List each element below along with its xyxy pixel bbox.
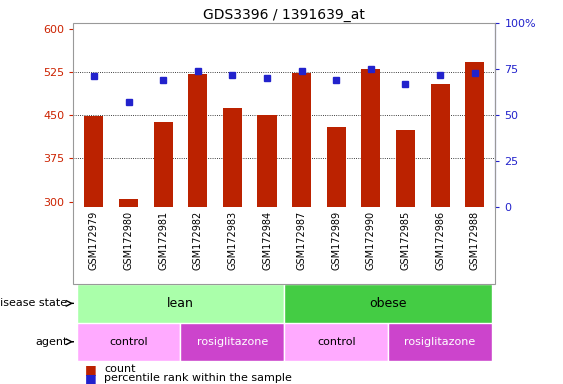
Bar — [431, 84, 450, 207]
Bar — [77, 323, 181, 361]
Bar — [388, 323, 492, 361]
Bar — [396, 129, 415, 207]
Bar — [119, 199, 138, 207]
Bar — [223, 108, 242, 207]
Text: GSM172984: GSM172984 — [262, 211, 272, 270]
Bar — [361, 69, 381, 207]
Text: GSM172981: GSM172981 — [158, 211, 168, 270]
Text: control: control — [317, 337, 356, 347]
Bar — [284, 284, 492, 323]
Bar — [257, 114, 276, 207]
Bar — [292, 73, 311, 207]
Text: obese: obese — [369, 297, 407, 310]
Bar — [154, 122, 173, 207]
Text: GSM172989: GSM172989 — [331, 211, 341, 270]
Text: ■: ■ — [84, 363, 96, 376]
Bar — [188, 74, 207, 207]
Bar — [284, 323, 388, 361]
Text: agent: agent — [35, 337, 68, 347]
Bar — [327, 127, 346, 207]
Text: GSM172983: GSM172983 — [227, 211, 238, 270]
Text: ■: ■ — [84, 372, 96, 384]
Text: disease state: disease state — [0, 298, 68, 308]
Text: rosiglitazone: rosiglitazone — [197, 337, 268, 347]
Text: GSM172990: GSM172990 — [366, 211, 376, 270]
Text: GSM172986: GSM172986 — [435, 211, 445, 270]
Bar — [465, 62, 484, 207]
Text: GSM172979: GSM172979 — [89, 211, 99, 270]
Bar — [181, 323, 284, 361]
Text: GSM172987: GSM172987 — [297, 211, 307, 270]
Text: GSM172982: GSM172982 — [193, 211, 203, 270]
Bar — [84, 116, 104, 207]
Text: percentile rank within the sample: percentile rank within the sample — [104, 373, 292, 383]
Text: control: control — [109, 337, 148, 347]
Text: lean: lean — [167, 297, 194, 310]
Bar — [77, 284, 284, 323]
Text: GSM172985: GSM172985 — [400, 211, 410, 270]
Title: GDS3396 / 1391639_at: GDS3396 / 1391639_at — [203, 8, 365, 22]
Text: GSM172988: GSM172988 — [470, 211, 480, 270]
Text: rosiglitazone: rosiglitazone — [404, 337, 476, 347]
Text: GSM172980: GSM172980 — [123, 211, 133, 270]
Text: count: count — [104, 364, 136, 374]
